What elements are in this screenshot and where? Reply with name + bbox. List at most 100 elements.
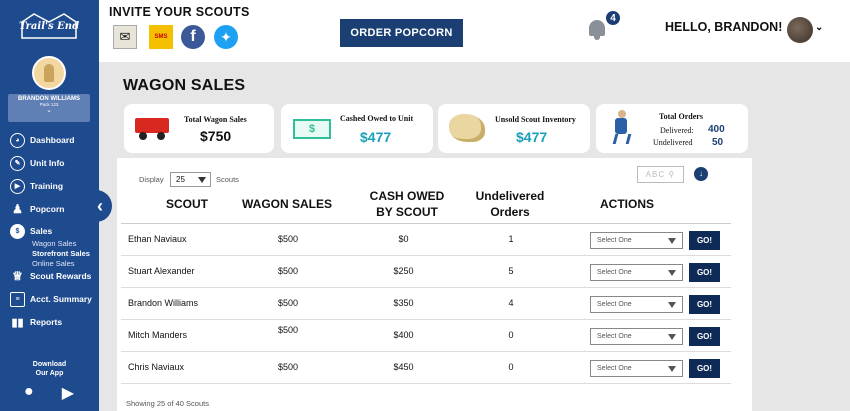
action-select[interactable]: Select One [590, 296, 683, 313]
table-row: Mitch Manders $500 $400 0 Select One GO! [121, 320, 731, 352]
scouts-table-panel: Display 25 Scouts ABC ⚲ ↓ SCOUT WAGON SA… [117, 158, 752, 411]
stat-value: $477 [516, 129, 548, 145]
search-button[interactable]: ABC ⚲ [637, 166, 684, 183]
undelivered-value: 0 [508, 330, 514, 340]
sidebar-item-unit-info[interactable]: ✎ Unit Info [10, 155, 64, 171]
pagination-status: Showing 25 of 40 Scouts [126, 399, 209, 408]
order-popcorn-button[interactable]: ORDER POPCORN [340, 19, 463, 47]
action-select[interactable]: Select One [590, 264, 683, 281]
stat-label: Total Orders [659, 112, 703, 121]
stat-label: Total Wagon Sales [184, 115, 247, 124]
chevron-down-icon[interactable]: ⌄ [815, 22, 824, 33]
cash-owed-value: $0 [398, 234, 409, 244]
facebook-icon[interactable]: f [181, 25, 205, 49]
column-header-scout[interactable]: SCOUT [166, 197, 208, 211]
sidebar-item-label: Scout Rewards [30, 271, 92, 281]
select-placeholder: Select One [597, 237, 632, 244]
sidebar-item-scout-rewards[interactable]: ♕ Scout Rewards [10, 268, 91, 284]
go-button[interactable]: GO! [689, 263, 720, 282]
sidebar-item-reports[interactable]: ▮▮ Reports [10, 314, 62, 330]
scout-name: Brandon Williams [128, 298, 199, 308]
page-size-select[interactable]: 25 [170, 172, 211, 187]
trails-end-logo[interactable] [18, 12, 80, 42]
column-header-undelivered-line1: Undelivered [475, 189, 545, 203]
email-invite-icon[interactable]: ✉ [113, 25, 137, 49]
go-button[interactable]: GO! [689, 295, 720, 314]
go-button[interactable]: GO! [689, 327, 720, 346]
undelivered-value: 4 [508, 298, 514, 308]
user-avatar[interactable] [787, 17, 813, 43]
chevron-down-icon [668, 238, 676, 244]
bell-icon[interactable] [587, 17, 607, 41]
stat-label: Cashed Owed to Unit [340, 114, 414, 123]
twitter-icon[interactable]: ✦ [214, 25, 238, 49]
download-line2: Our App [35, 370, 64, 377]
sidebar-item-label: Reports [30, 317, 63, 327]
chevron-down-icon [668, 334, 676, 340]
sidebar-collapse-button[interactable]: ‹ [88, 190, 112, 222]
column-header-actions: ACTIONS [600, 197, 654, 211]
sidebar-sub-storefront-sales[interactable]: Storefront Sales [32, 249, 90, 258]
column-header-wagon-sales[interactable]: WAGON SALES [241, 197, 332, 211]
user-switcher[interactable]: BRANDON WILLIAMS Pack 123 ⌄ [8, 94, 90, 122]
sidebar-item-popcorn[interactable]: ♟ Popcorn [10, 201, 64, 217]
sidebar-item-label: Training [30, 181, 64, 191]
bar-chart-icon: ▮▮ [11, 316, 24, 329]
undelivered-value: 1 [508, 234, 514, 244]
stat-card-total-orders: Total Orders Delivered: 400 Undelivered … [596, 104, 748, 153]
download-icon[interactable]: ↓ [694, 167, 708, 181]
sidebar-item-label: Unit Info [30, 158, 65, 168]
scout-avatar[interactable] [32, 56, 66, 90]
cash-owed-value: $350 [393, 298, 414, 308]
wagon-sales-value: $500 [277, 298, 299, 308]
sidebar-item-dashboard[interactable]: ◕ Dashboard [10, 132, 74, 148]
chevron-down-icon: ⌄ [46, 107, 52, 114]
sidebar-sub-online-sales[interactable]: Online Sales [32, 259, 75, 268]
info-icon: ✎ [10, 155, 25, 171]
stat-value: $750 [200, 128, 232, 144]
sms-invite-icon[interactable]: SMS [149, 25, 173, 49]
greeting: HELLO, BRANDON! [665, 20, 783, 34]
stat-card-cash-owed: $ Cashed Owed to Unit $477 [281, 104, 433, 153]
delivered-value: 400 [708, 124, 725, 135]
wagon-sales-value: $500 [277, 234, 299, 244]
go-button[interactable]: GO! [689, 359, 720, 378]
google-play-icon[interactable]: ▶ [61, 385, 74, 402]
stat-value: $477 [360, 129, 392, 145]
undelivered-label: Undelivered [653, 138, 693, 147]
stat-label: Unsold Scout Inventory [495, 115, 576, 124]
wagon-icon [135, 116, 171, 141]
sidebar-item-training[interactable]: ▶ Training [10, 178, 63, 194]
table-row: Stuart Alexander $500 $250 5 Select One … [121, 256, 731, 288]
undelivered-value: 5 [508, 266, 514, 276]
sidebar-item-sales[interactable]: $ Sales [10, 223, 52, 239]
table-row: Brandon Williams $500 $350 4 Select One … [121, 288, 731, 320]
wagon-sales-value: $500 [277, 266, 299, 276]
sidebar-item-label: Dashboard [30, 135, 75, 145]
scout-name: Ethan Naviaux [128, 234, 187, 244]
sidebar-item-acct-summary[interactable]: ≡ Acct. Summary [10, 291, 92, 307]
column-header-cash-owed[interactable]: CASH OWED BY SCOUT [357, 188, 457, 220]
download-app-label: Download Our App [0, 360, 99, 378]
download-line1: Download [32, 361, 67, 368]
table-row: Chris Naviaux $500 $450 0 Select One GO! [121, 352, 731, 384]
ledger-icon: ≡ [10, 291, 25, 307]
go-button[interactable]: GO! [689, 231, 720, 250]
page-size-value: 25 [176, 175, 185, 184]
page-title: WAGON SALES [123, 77, 246, 94]
user-pack: Pack 123 [39, 102, 59, 107]
action-select[interactable]: Select One [590, 232, 683, 249]
wagon-sales-value: $500 [277, 325, 299, 335]
play-icon: ▶ [10, 178, 25, 194]
sidebar-sub-wagon-sales[interactable]: Wagon Sales [32, 239, 77, 248]
column-header-undelivered[interactable]: Undelivered Orders [460, 188, 560, 220]
dollar-icon: $ [10, 223, 25, 239]
top-header: INVITE YOUR SCOUTS ✉ SMS f ✦ ORDER POPCO… [99, 0, 850, 62]
column-header-cash-line1: CASH OWED [369, 189, 445, 203]
stat-card-unsold-inventory: Unsold Scout Inventory $477 [438, 104, 590, 153]
apple-icon[interactable]: ● [24, 383, 34, 400]
action-select[interactable]: Select One [590, 360, 683, 377]
action-select[interactable]: Select One [590, 328, 683, 345]
scout-name: Chris Naviaux [128, 362, 185, 372]
select-placeholder: Select One [597, 269, 632, 276]
